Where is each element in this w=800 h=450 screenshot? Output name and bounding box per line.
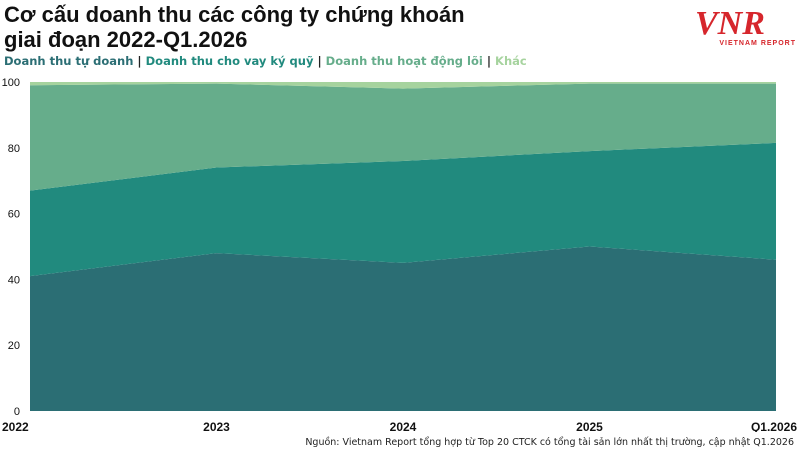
legend: Doanh thu tự doanh | Doanh thu cho vay ký … xyxy=(4,54,527,68)
y-tick-label: 0 xyxy=(14,406,20,418)
area-series-3 xyxy=(30,83,776,191)
source-note: Nguồn: Vietnam Report tổng hợp từ Top 20… xyxy=(305,437,794,448)
x-axis-ticks: 2022 2023 2024 2025 Q1.2026 xyxy=(2,420,797,432)
vnr-logo: VNR xyxy=(695,5,765,42)
legend-separator: | xyxy=(137,54,142,68)
x-tick-label: 2024 xyxy=(390,420,417,432)
area-series-4 xyxy=(30,82,776,89)
y-tick-label: 100 xyxy=(2,77,20,89)
y-axis-ticks: 0 20 40 60 80 100 xyxy=(2,77,20,418)
legend-item-khac: Khác xyxy=(495,54,527,68)
area-series-1 xyxy=(30,246,776,411)
legend-item-cho-vay-ky-quy: Doanh thu cho vay ký quỹ xyxy=(145,54,314,68)
x-tick-label: 2023 xyxy=(203,420,230,432)
y-tick-label: 40 xyxy=(8,274,20,286)
stacked-area-chart: 0 20 40 60 80 100 2022 2023 2024 2025 Q1.2026 xyxy=(2,77,798,432)
area-series-group xyxy=(30,82,776,411)
x-tick-label: Q1.2026 xyxy=(751,420,797,432)
chart-title-line1: Cơ cấu doanh thu các công ty chứng khoán xyxy=(4,2,465,27)
y-tick-label: 60 xyxy=(8,209,20,221)
y-tick-label: 20 xyxy=(8,340,20,352)
x-tick-label: 2022 xyxy=(2,420,29,432)
y-tick-label: 80 xyxy=(8,143,20,155)
area-series-2 xyxy=(30,142,776,277)
legend-separator: | xyxy=(317,54,322,68)
chart-title-line2: giai đoạn 2022-Q1.2026 xyxy=(4,27,248,52)
vnr-logo-caption: VIETNAM REPORT xyxy=(719,40,796,47)
legend-separator: | xyxy=(486,54,492,68)
chart-title: Cơ cấu doanh thu các công ty chứng khoán… xyxy=(4,2,604,52)
legend-item-tu-doanh: Doanh thu tự doanh xyxy=(4,54,134,68)
legend-item-hoat-dong-loi: Doanh thu hoạt động lõi xyxy=(325,54,483,68)
vnr-logo-letters: VNR xyxy=(695,5,765,42)
x-tick-label: 2025 xyxy=(576,420,603,432)
